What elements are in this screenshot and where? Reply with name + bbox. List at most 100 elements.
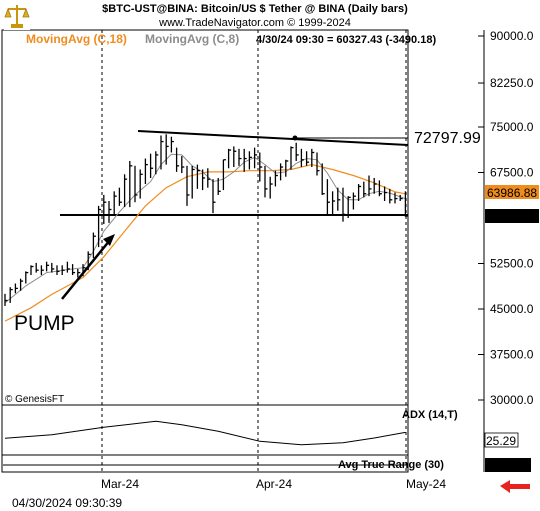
price-bar [248,151,252,170]
price-bar [326,179,330,215]
price-bar [373,177,377,194]
scroll-left-arrow-icon[interactable] [500,480,530,493]
y-tick-label: 37500.0 [490,348,534,362]
ma-long-series [4,163,406,322]
ma-short-series [4,153,406,304]
pump-label: PUMP [14,312,75,335]
price-bar [316,152,320,176]
y-tick-label: 52500.0 [490,257,534,271]
price-bar [56,265,60,276]
price-bar [186,165,190,206]
price-bar [77,268,81,278]
price-axis: 90000.0 82250.0 75000.0 67500.0 52500.0 45000… [478,29,534,407]
price-bar [404,191,408,217]
price-bar [269,176,273,199]
ma-short-line [4,153,406,304]
price-bar [123,174,128,208]
price-bar [331,191,336,216]
price-bar [285,159,289,177]
price-bar [45,261,50,272]
price-bar [66,261,70,273]
chart-subtitle: www.TradeNavigator.com © 1999-2024 [158,17,351,29]
price-bar [25,271,29,284]
price-bar [14,283,18,294]
y-tick-label: 90000.0 [490,29,534,43]
price-bar [165,134,169,165]
price-bar [295,142,299,161]
price-bar [9,287,13,303]
atr-value-box [485,458,531,472]
price-bar [238,148,242,166]
price-bar [97,205,102,248]
resistance-point [292,135,298,141]
tradenavigator-logo-icon [4,4,30,30]
price-bar [212,179,216,214]
price-bar [300,148,304,168]
resistance-trendline [137,130,409,146]
price-bar [253,147,258,169]
price-bar [342,187,346,222]
price-bar [222,159,226,191]
price-bar [337,187,341,211]
price-bar [19,278,24,291]
last-price-value: 60327.43 [487,210,537,224]
y-tick-label: 30000.0 [490,393,534,407]
price-bar [378,180,382,197]
price-bar [259,152,263,182]
atr-label: Avg True Range (30) [338,459,444,471]
copyright: © GenesisFT [5,394,64,405]
ohlc-bars [4,134,408,306]
ma-long-value: 63986.88 [487,186,537,200]
ma-long-value-box: 63986.88 [485,185,539,200]
price-bar [207,168,211,188]
price-bar [399,194,403,202]
price-bar [108,201,112,223]
price-bar [305,151,310,166]
price-bar [113,191,117,216]
x-label-mar: Mar-24 [101,477,139,491]
price-bar [201,169,206,191]
price-bar [321,163,325,195]
price-bar [139,169,143,199]
price-bar [389,188,393,204]
price-bar [103,194,107,225]
price-bar [155,151,159,175]
price-bar [217,177,221,195]
price-bar [175,147,180,172]
price-bar [170,136,174,153]
x-label-apr: Apr-24 [256,477,292,491]
price-bar [134,165,138,203]
price-bar [144,158,148,185]
price-bar [290,146,294,170]
adx-label: ADX (14,T) [402,409,458,421]
price-bar [233,146,237,168]
resistance-label: 72797.99 [414,130,481,147]
price-bar [347,196,351,218]
adx-value-box [484,432,519,448]
y-tick-label: 67500.0 [490,166,534,180]
y-tick-label: 82250.0 [490,76,534,90]
last-price-box: 60327.43 [485,209,539,224]
ma-short-legend: MovingAvg (C,8) [145,32,239,46]
price-bar [394,192,398,204]
price-bar [181,156,185,174]
ma-long-line [4,163,406,322]
atr-value: 3269.02 [487,459,531,473]
price-bar [311,148,315,168]
ma-long-legend: MovingAvg (C,18) [26,32,127,46]
adx-panel [1,404,409,456]
adx-line [4,420,406,446]
pump-arrow-icon [61,234,115,300]
adx-value: 25.29 [486,434,516,448]
price-bar [149,153,154,178]
y-tick-label: 75000.0 [490,120,534,134]
x-label-may: May-24 [406,477,446,491]
price-bar [274,170,278,187]
price-bar [92,232,96,259]
price-bar [35,262,39,273]
quote-readout: 4/30/24 09:30 = 60327.43 (-3490.18) [256,34,436,46]
price-bar [30,265,34,276]
price-bar [383,186,388,202]
price-panel [1,29,409,406]
